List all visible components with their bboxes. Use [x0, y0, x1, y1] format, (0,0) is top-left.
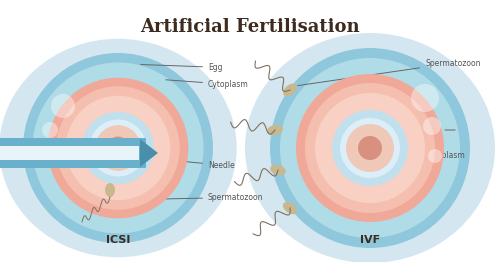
Text: Cytoplasm: Cytoplasm	[166, 80, 249, 89]
Circle shape	[51, 94, 75, 118]
Ellipse shape	[105, 183, 115, 197]
Circle shape	[340, 118, 400, 178]
Circle shape	[270, 48, 470, 248]
Circle shape	[48, 78, 188, 218]
Circle shape	[66, 96, 170, 200]
Ellipse shape	[245, 33, 495, 262]
Circle shape	[23, 53, 213, 243]
Circle shape	[40, 152, 52, 164]
Polygon shape	[140, 139, 158, 167]
Text: Artificial Fertilisation: Artificial Fertilisation	[140, 18, 360, 36]
Circle shape	[361, 139, 379, 157]
Ellipse shape	[0, 39, 237, 257]
Circle shape	[280, 58, 460, 238]
Circle shape	[411, 84, 439, 112]
Ellipse shape	[270, 165, 286, 175]
Text: Egg: Egg	[425, 125, 455, 134]
Circle shape	[346, 124, 394, 172]
Ellipse shape	[283, 202, 297, 214]
Circle shape	[56, 86, 180, 210]
Circle shape	[305, 83, 435, 213]
Circle shape	[332, 110, 408, 186]
Circle shape	[42, 122, 58, 138]
Ellipse shape	[267, 125, 283, 135]
Circle shape	[296, 74, 444, 222]
FancyBboxPatch shape	[0, 138, 146, 168]
Circle shape	[358, 136, 382, 160]
Circle shape	[423, 117, 441, 135]
Circle shape	[82, 112, 154, 184]
Text: IVF: IVF	[360, 235, 380, 245]
Text: Spermatozoon: Spermatozoon	[118, 193, 264, 202]
Circle shape	[32, 63, 203, 233]
Circle shape	[428, 149, 442, 163]
Circle shape	[315, 93, 425, 203]
Text: Needle: Needle	[151, 158, 235, 170]
Text: Spermatozoon: Spermatozoon	[298, 58, 480, 86]
Text: ICSI: ICSI	[106, 235, 130, 245]
Text: Egg: Egg	[141, 63, 222, 72]
Text: Cytoplasm: Cytoplasm	[425, 151, 466, 161]
Ellipse shape	[283, 84, 297, 96]
Circle shape	[95, 125, 141, 171]
FancyBboxPatch shape	[0, 146, 139, 160]
Circle shape	[90, 119, 146, 177]
Circle shape	[106, 137, 130, 159]
